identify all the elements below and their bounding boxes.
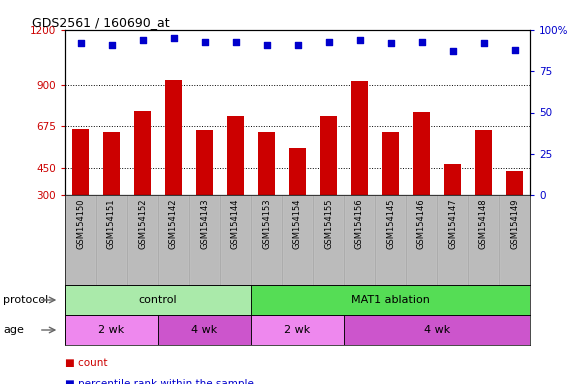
Text: 2 wk: 2 wk bbox=[99, 325, 125, 335]
Point bbox=[386, 40, 395, 46]
Bar bbox=[165, 79, 182, 195]
Bar bbox=[72, 129, 89, 195]
Point bbox=[324, 38, 333, 45]
Text: age: age bbox=[3, 325, 24, 335]
Bar bbox=[134, 111, 151, 195]
Text: MAT1 ablation: MAT1 ablation bbox=[351, 295, 430, 305]
Text: GSM154154: GSM154154 bbox=[293, 199, 302, 249]
Bar bbox=[413, 112, 430, 195]
Text: GSM154156: GSM154156 bbox=[355, 199, 364, 249]
Bar bbox=[258, 132, 275, 195]
Text: GSM154143: GSM154143 bbox=[200, 199, 209, 249]
Text: GSM154153: GSM154153 bbox=[262, 199, 271, 249]
Text: ■ percentile rank within the sample: ■ percentile rank within the sample bbox=[65, 379, 254, 384]
Point bbox=[76, 40, 85, 46]
Bar bbox=[344, 315, 530, 345]
Point bbox=[510, 47, 519, 53]
Text: GSM154144: GSM154144 bbox=[231, 199, 240, 249]
Point bbox=[479, 40, 488, 46]
Text: 2 wk: 2 wk bbox=[284, 325, 311, 335]
Text: GSM154151: GSM154151 bbox=[107, 199, 116, 249]
Text: GSM154149: GSM154149 bbox=[510, 199, 519, 249]
Bar bbox=[227, 116, 244, 195]
Bar bbox=[506, 171, 523, 195]
Bar bbox=[444, 164, 461, 195]
Text: GSM154152: GSM154152 bbox=[138, 199, 147, 249]
Text: 4 wk: 4 wk bbox=[424, 325, 450, 335]
Bar bbox=[475, 130, 492, 195]
Point bbox=[169, 35, 178, 41]
Point bbox=[138, 37, 147, 43]
Point bbox=[293, 42, 302, 48]
Text: 4 wk: 4 wk bbox=[191, 325, 218, 335]
Bar bbox=[65, 285, 251, 315]
Text: GSM154146: GSM154146 bbox=[417, 199, 426, 249]
Bar bbox=[103, 132, 120, 195]
Bar bbox=[351, 81, 368, 195]
Point bbox=[417, 38, 426, 45]
Text: ■ count: ■ count bbox=[65, 358, 107, 368]
Bar bbox=[158, 315, 251, 345]
Point bbox=[200, 38, 209, 45]
Text: GSM154150: GSM154150 bbox=[76, 199, 85, 249]
Text: GDS2561 / 160690_at: GDS2561 / 160690_at bbox=[32, 16, 170, 29]
Bar bbox=[251, 285, 530, 315]
Bar bbox=[289, 148, 306, 195]
Text: GSM154155: GSM154155 bbox=[324, 199, 333, 249]
Bar bbox=[320, 116, 337, 195]
Bar bbox=[65, 315, 158, 345]
Point bbox=[262, 42, 271, 48]
Text: protocol: protocol bbox=[3, 295, 48, 305]
Text: GSM154148: GSM154148 bbox=[479, 199, 488, 249]
Text: GSM154145: GSM154145 bbox=[386, 199, 395, 249]
Point bbox=[355, 37, 364, 43]
Point bbox=[107, 42, 116, 48]
Bar bbox=[382, 132, 399, 195]
Bar bbox=[251, 315, 344, 345]
Point bbox=[231, 38, 240, 45]
Text: control: control bbox=[139, 295, 177, 305]
Point bbox=[448, 48, 457, 55]
Bar bbox=[196, 130, 213, 195]
Text: GSM154142: GSM154142 bbox=[169, 199, 178, 249]
Text: GSM154147: GSM154147 bbox=[448, 199, 457, 249]
